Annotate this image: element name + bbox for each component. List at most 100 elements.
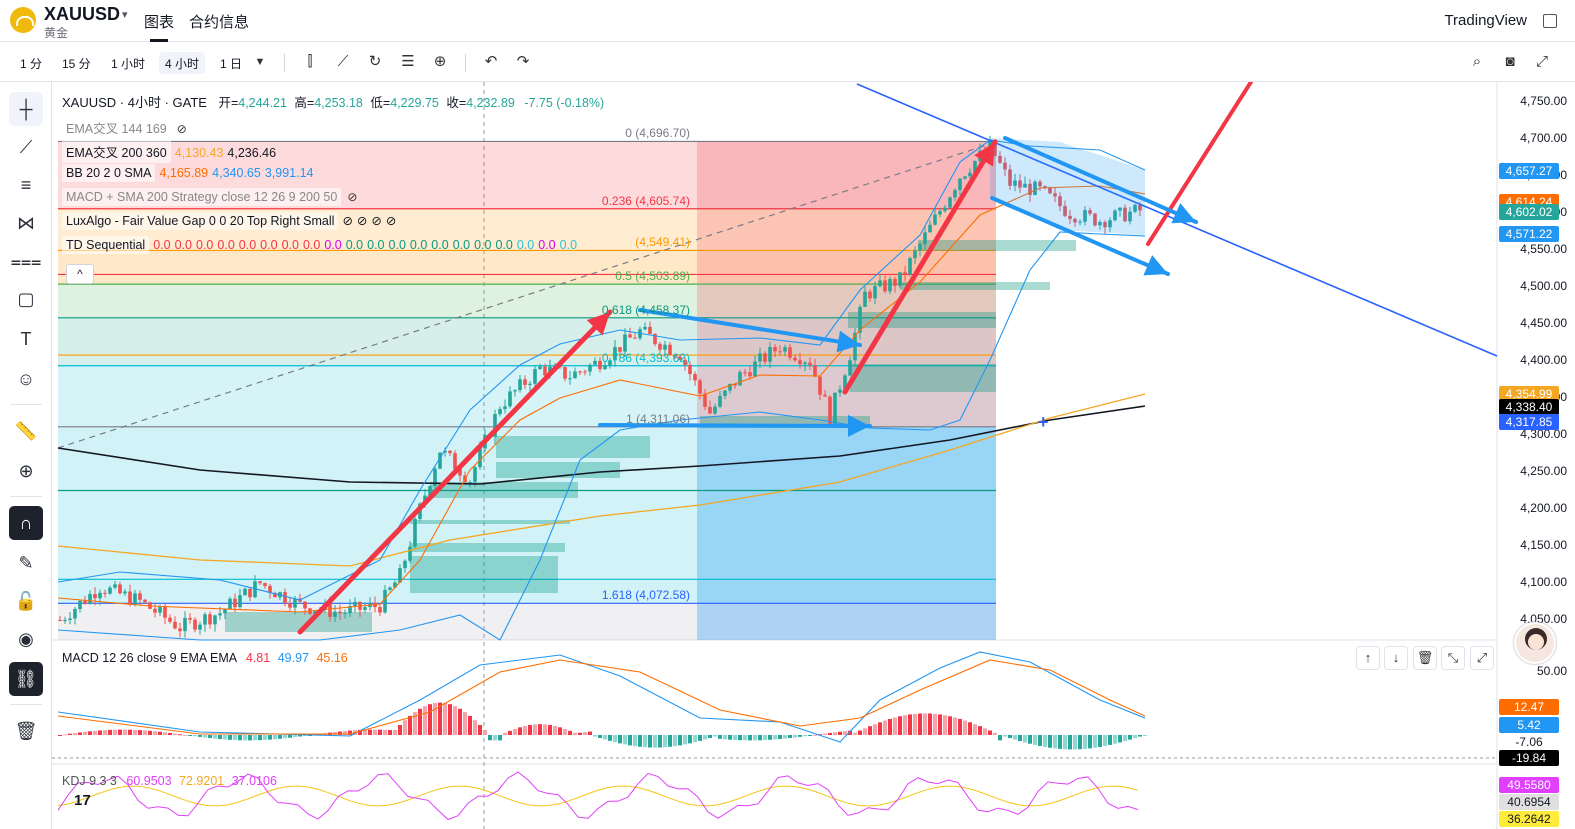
chart-canvas[interactable]: + — [0, 82, 1575, 829]
macd-histogram-bar — [103, 730, 107, 735]
tradingview-logo-icon[interactable]: 17 — [74, 792, 91, 809]
ruler-icon[interactable]: 📏 — [14, 421, 38, 441]
move-down-icon[interactable]: ↓ — [1384, 646, 1408, 670]
templates-icon[interactable]: ☰ — [401, 53, 415, 70]
legend-ema200[interactable]: EMA交叉 200 360 4,130.43 4,236.46 — [62, 140, 276, 163]
candle — [788, 347, 792, 358]
crosshair-icon[interactable]: ┼ — [9, 92, 43, 126]
candle — [403, 560, 407, 569]
hide-icon[interactable]: ◉ — [18, 629, 34, 649]
drawing-mode-icon[interactable]: ✎ — [18, 553, 34, 573]
collapse-pane-icon[interactable]: ⤡ — [1441, 646, 1465, 670]
tab-contract-info[interactable]: 合约信息 — [189, 14, 250, 31]
timeframe-1d[interactable]: 1 日 — [220, 57, 243, 71]
macd-histogram-bar — [238, 735, 242, 741]
candle — [183, 617, 187, 632]
indicators-icon[interactable]: ⟋ — [337, 53, 349, 70]
candle — [1073, 218, 1077, 223]
fib-level-label: 1.618 (4,072.58) — [601, 588, 690, 603]
brand-label[interactable]: TradingView — [1444, 12, 1527, 29]
undo-icon[interactable]: ↶ — [484, 53, 498, 70]
price-scale-label: 4,150.00 — [1520, 538, 1567, 552]
replay-icon[interactable]: ↻ — [368, 53, 382, 70]
add-icon[interactable]: ⊕ — [433, 53, 447, 70]
candle — [678, 356, 682, 360]
candle — [528, 383, 532, 385]
drawings[interactable]: + — [297, 82, 1498, 635]
macd-value-tag: -7.06 — [1499, 734, 1559, 750]
candle — [793, 357, 797, 361]
macd-histogram-bar — [688, 735, 692, 744]
legend-ema144[interactable]: EMA交叉 144 169 ⊘ — [62, 116, 187, 139]
timeframe-dropdown-icon[interactable]: ▼ — [254, 56, 266, 68]
symbol-title[interactable]: XAUUSD — [44, 4, 121, 24]
macd-title-row[interactable]: MACD 12 26 close 9 EMA EMA 4.81 49.97 45… — [62, 651, 348, 665]
redo-icon[interactable]: ↷ — [516, 53, 530, 70]
candle — [838, 389, 842, 393]
legend-title[interactable]: XAUUSD · 4小时 · GATE — [62, 95, 207, 110]
zoom-in-icon[interactable]: ⊕ — [18, 461, 34, 481]
kdj-d-value: 72.9201 — [179, 774, 225, 788]
shapes-icon[interactable]: ▢ — [17, 289, 35, 309]
trendline-icon[interactable]: ⟋ — [19, 137, 33, 157]
macd-histogram-bar — [243, 735, 247, 741]
macd-histogram-bar — [1123, 735, 1127, 742]
tab-chart[interactable]: 图表 — [144, 11, 174, 42]
delete-pane-icon[interactable]: 🗑 — [1413, 646, 1437, 670]
macd-histogram-bar — [378, 729, 382, 735]
candle — [1138, 204, 1142, 211]
timeframe-1m[interactable]: 1 分 — [20, 57, 43, 71]
macd-histogram-bar — [853, 732, 857, 735]
kdj-title-row[interactable]: KDJ 9 3 3 60.9503 72.9201 37.0106 — [62, 774, 277, 788]
candle — [998, 155, 1002, 163]
candle — [443, 450, 447, 453]
td-value: 0.0 — [174, 238, 192, 252]
candle-type-icon[interactable]: ⫿ — [307, 53, 313, 70]
macd-histogram-bar — [718, 735, 722, 739]
fullscreen-icon[interactable] — [1543, 14, 1557, 28]
maximize-pane-icon[interactable]: ⤢ — [1470, 646, 1494, 670]
hidden-eye-icon[interactable]: ⊘ — [347, 190, 358, 204]
legend-bb[interactable]: BB 20 2 0 SMA 4,165.89 4,340.65 3,991.14 — [62, 164, 313, 184]
candle — [128, 591, 132, 605]
macd-histogram-bar — [903, 715, 907, 735]
macd-histogram-bar — [1143, 735, 1147, 736]
pattern-icon[interactable]: ⋈ — [17, 213, 35, 233]
fib-tool-icon[interactable]: ≡ — [20, 175, 32, 195]
legend-td[interactable]: TD Sequential 0.0 0.0 0.0 0.0 0.0 0.0 0.0 0.0 0.0… — [62, 236, 577, 256]
search-icon[interactable]: ⌕ — [1472, 53, 1482, 70]
candle — [503, 406, 507, 410]
candle — [498, 409, 502, 415]
text-icon[interactable]: T — [20, 329, 32, 349]
hidden-eye-icon[interactable]: ⊘ — [176, 122, 187, 136]
td-value: 0.0 — [153, 238, 171, 252]
avatar[interactable] — [1514, 622, 1556, 664]
candle — [543, 366, 547, 376]
td-value: 0.0 — [388, 238, 406, 252]
camera-icon[interactable]: ◙ — [1505, 53, 1515, 70]
legend-open: 4,244.21 — [238, 96, 287, 110]
legend-fvg[interactable]: LuxAlgo - Fair Value Gap 0 0 20 Top Righ… — [62, 212, 396, 232]
candle — [828, 396, 832, 425]
timeframe-4h[interactable]: 4 小时 — [159, 52, 206, 74]
expand-icon[interactable]: ⤢ — [1535, 53, 1548, 70]
fair-value-gap-box — [848, 312, 996, 328]
macd-histogram-bar — [283, 735, 287, 739]
magnet-icon[interactable]: ∩ — [9, 506, 43, 540]
lock-icon[interactable]: 🔓 — [14, 591, 38, 611]
trash-icon[interactable]: 🗑 — [14, 721, 38, 741]
macd-histogram-bar — [168, 732, 172, 735]
link-icon[interactable]: ⛓ — [9, 662, 43, 696]
legend-macd-strategy[interactable]: MACD + SMA 200 Strategy close 12 26 9 20… — [62, 188, 357, 208]
fair-value-gap-box — [410, 520, 570, 524]
timeframe-15m[interactable]: 15 分 — [62, 57, 91, 71]
legend-collapse-button[interactable]: ^ — [66, 264, 94, 284]
symbol-dropdown-icon[interactable]: ▾ — [122, 9, 128, 21]
candle — [303, 601, 307, 609]
move-up-icon[interactable]: ↑ — [1356, 646, 1380, 670]
timeframe-1h[interactable]: 1 小时 — [111, 57, 146, 71]
candle — [868, 291, 872, 299]
emoji-icon[interactable]: ☺ — [16, 369, 36, 389]
macd-histogram-bar — [413, 712, 417, 735]
forecast-icon[interactable]: ⩶ — [10, 251, 42, 271]
